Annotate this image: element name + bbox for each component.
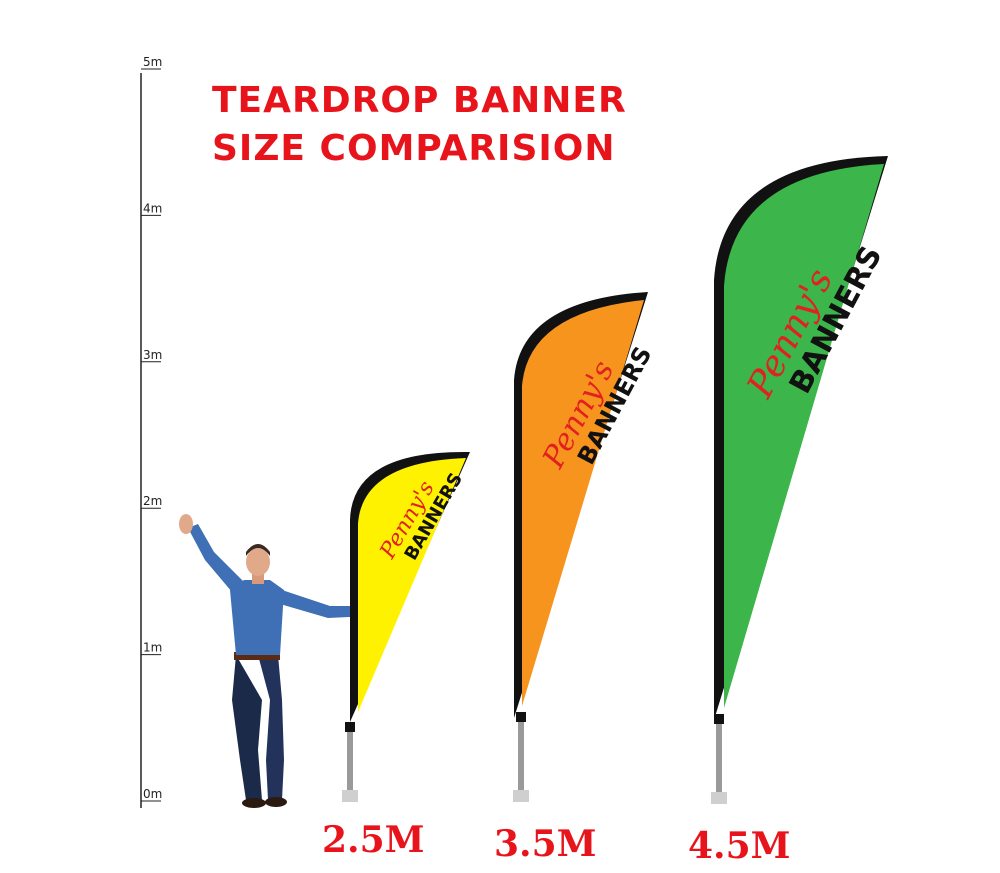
banner-pole-joint: [714, 714, 724, 724]
banner-4-5m: Penny's BANNERS 4.5M: [688, 156, 889, 867]
banner-2-5m: Penny's BANNERS 2.5M: [322, 451, 470, 861]
size-label-4-5m: 4.5M: [688, 825, 790, 867]
scale-label-5m: 5m: [143, 55, 162, 69]
height-scale: 0m 1m 2m 3m 4m 5m: [140, 55, 162, 808]
person-shoe-right: [265, 797, 287, 807]
title-line-2: SIZE COMPARISION: [212, 128, 616, 169]
banner-ground-spike: [711, 792, 727, 804]
banner-fabric: [522, 300, 644, 706]
banner-pole-joint: [345, 722, 355, 732]
person-belt: [234, 652, 280, 660]
scale-label-3m: 3m: [143, 348, 162, 362]
title: TEARDROP BANNER SIZE COMPARISION: [212, 80, 627, 169]
person-shoe-left: [242, 798, 266, 808]
scale-label-0m: 0m: [143, 787, 162, 801]
banner-pole-base: [347, 732, 353, 802]
person-left-leg: [232, 655, 262, 800]
size-label-2-5m: 2.5M: [322, 819, 424, 861]
scale-label-2m: 2m: [143, 494, 162, 508]
title-line-1: TEARDROP BANNER: [212, 80, 627, 121]
banner-fabric: [358, 458, 466, 712]
banner-ground-spike: [342, 790, 358, 802]
person-figure: [179, 514, 392, 808]
person-left-arm: [188, 524, 244, 592]
person-head: [246, 548, 270, 576]
person-right-arm: [276, 588, 370, 618]
banner-fabric: [724, 164, 884, 708]
banner-pole-base: [518, 722, 524, 802]
person-right-leg: [258, 655, 284, 800]
size-label-3-5m: 3.5M: [494, 823, 596, 865]
banner-ground-spike: [513, 790, 529, 802]
banner-3-5m: Penny's BANNERS 3.5M: [494, 292, 657, 865]
person-hair: [246, 544, 270, 556]
banner-pole-joint: [516, 712, 526, 722]
scale-label-1m: 1m: [143, 641, 162, 655]
person-left-hand: [179, 514, 193, 534]
person-shirt: [230, 580, 284, 655]
banner-pole-base: [716, 724, 722, 804]
scale-label-4m: 4m: [143, 201, 162, 215]
